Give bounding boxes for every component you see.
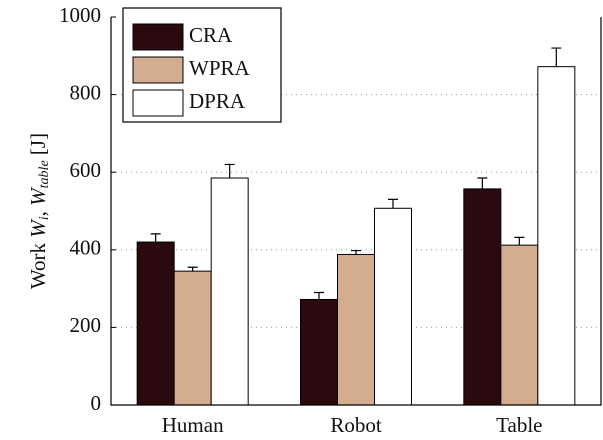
y-tick-label: 0 (91, 391, 102, 415)
legend-label: WPRA (189, 56, 251, 80)
y-tick-label: 600 (70, 158, 102, 182)
y-label-part: , (26, 211, 50, 216)
bar (374, 207, 412, 406)
x-tick-label: Robot (330, 413, 382, 437)
error-bar (224, 163, 235, 179)
y-label-part: W (26, 218, 50, 238)
legend-swatch (132, 89, 184, 117)
error-bar (514, 236, 525, 246)
y-tick-label: 200 (70, 313, 102, 337)
bar (463, 188, 502, 406)
legend-swatch (132, 56, 184, 84)
y-label-part: W (26, 186, 50, 206)
y-label-part: table (37, 160, 52, 188)
y-tick-label: 800 (70, 80, 102, 104)
bar (210, 177, 249, 406)
x-tick-label: Human (162, 413, 224, 437)
axes (110, 17, 602, 406)
error-bar (187, 266, 198, 272)
bar (537, 66, 576, 406)
y-label-part: i (37, 216, 52, 220)
bar (300, 298, 338, 406)
y-label-part: Work (26, 242, 50, 289)
bar (136, 241, 175, 406)
error-bar (351, 249, 361, 255)
y-tick-label: 1000 (59, 3, 101, 27)
y-axis-label: Work Wi, Wtable [J] (26, 133, 55, 289)
y-label-part: [J] (26, 133, 50, 155)
bar (173, 270, 212, 406)
legend-label: CRA (189, 23, 233, 47)
legend-label: DPRA (189, 89, 246, 113)
error-bar (150, 233, 161, 243)
error-bar (477, 177, 488, 189)
bar (337, 253, 375, 406)
x-tick-label: Table (496, 413, 542, 437)
error-bar (314, 291, 324, 300)
legend-swatch (132, 23, 184, 51)
error-bar (388, 198, 398, 209)
error-bar (551, 47, 562, 67)
y-tick-label: 400 (70, 236, 102, 260)
bar (500, 244, 539, 406)
